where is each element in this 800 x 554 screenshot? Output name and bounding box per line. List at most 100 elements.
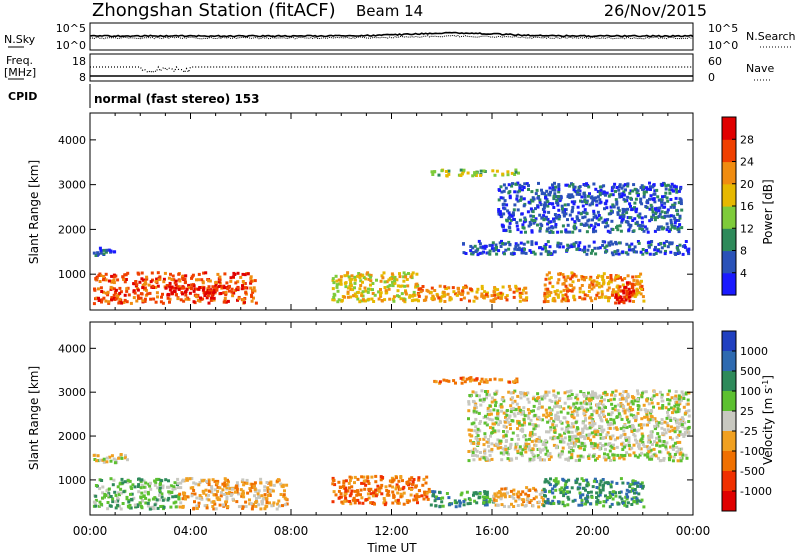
cell-7-232 (617, 288, 621, 292)
cell-6-132 (626, 501, 630, 505)
cell-7-136 (471, 451, 475, 454)
cell-7-95 (668, 429, 672, 433)
cell-7-264 (557, 278, 561, 282)
cell-3-103 (337, 480, 341, 484)
cell-3-228 (388, 484, 392, 488)
cell-7-1397 (620, 394, 624, 397)
cell-8-39 (467, 376, 471, 380)
cell-5-11 (512, 492, 516, 496)
cell-0-366 (184, 274, 188, 278)
cell-3-53 (408, 294, 412, 298)
cell-1-300 (259, 507, 263, 511)
cell-7-676 (594, 432, 598, 436)
cell-1-197 (205, 493, 208, 497)
cell-7-514 (496, 409, 500, 413)
cell-3-81 (390, 476, 394, 480)
cell-6-179 (639, 485, 643, 488)
cell-7-1124 (674, 403, 678, 407)
cell-6-547 (536, 205, 540, 209)
cell-5-42 (494, 243, 498, 247)
cell-6-477 (638, 212, 642, 216)
cell-0-220 (98, 487, 102, 491)
cell-4-35 (463, 498, 467, 502)
cell-0-116 (112, 478, 116, 482)
cell-3-183 (371, 288, 374, 292)
cell-3-44 (358, 276, 362, 280)
cell-5-71 (520, 503, 524, 507)
cell-6-235 (547, 210, 551, 214)
cell-6-622 (664, 211, 667, 215)
cell-6-91 (658, 212, 662, 216)
cell-3-115 (367, 297, 371, 301)
cell-6-331 (553, 188, 557, 192)
cell-0-458 (239, 275, 243, 279)
cell-7-257 (490, 396, 494, 400)
cell-4-130 (417, 294, 421, 298)
cell-5-37 (506, 491, 509, 495)
cell-6-632 (580, 200, 584, 204)
cell-4-144 (496, 293, 500, 297)
cell-1-84 (203, 504, 207, 508)
cell-0-291 (249, 276, 253, 280)
cell-0-432 (181, 292, 184, 296)
cell-3-138 (374, 474, 378, 478)
cell-6-761 (548, 230, 552, 234)
cell-7-1149 (593, 444, 597, 447)
cell-7-1327 (493, 429, 497, 433)
cell-4-70 (458, 501, 462, 505)
cell-7-1382 (644, 410, 648, 414)
cell-7-1132 (633, 415, 637, 419)
cell-3-102 (390, 272, 394, 276)
cell-0-121 (116, 295, 120, 299)
cell-9-0 (614, 293, 618, 297)
cell-3-259 (405, 482, 409, 486)
cell-6-165 (566, 495, 570, 499)
cell-7-1040 (478, 394, 481, 398)
cell-0-242 (174, 500, 178, 504)
cell-0-323 (230, 287, 234, 291)
cell-1-95 (241, 489, 245, 493)
cell-7-1423 (653, 424, 657, 428)
nsky-tick-bottom: 10^0 (56, 39, 86, 52)
cell-7-846 (502, 430, 505, 433)
cell-7-1204 (538, 456, 542, 459)
cell-5-237 (586, 248, 590, 252)
cell-3-131 (395, 476, 398, 480)
cell-7-184 (588, 416, 592, 420)
cell-7-59 (553, 405, 556, 409)
cell-7-1113 (545, 393, 549, 397)
cell-0-24 (116, 496, 119, 500)
cell-7-1309 (653, 440, 656, 444)
cell-7-193 (658, 406, 661, 410)
cell-7-756 (609, 435, 613, 439)
cell-7-389 (612, 421, 616, 425)
cell-6-231 (574, 481, 578, 485)
cell-6-180 (573, 200, 577, 204)
cell-7-19 (668, 398, 672, 402)
cell-5-265 (639, 250, 643, 254)
cell-0-274 (97, 273, 101, 277)
cell-0-102 (146, 490, 150, 494)
cell-1-279 (224, 478, 228, 482)
cell-8-0 (506, 173, 510, 177)
cell-0-87 (123, 298, 127, 302)
cell-6-567 (640, 220, 644, 224)
cell-7-1035 (650, 457, 654, 461)
cell-6-521 (629, 223, 633, 227)
cell-0-148 (153, 483, 157, 487)
cell-6-576 (642, 195, 646, 199)
cell-7-524 (504, 416, 507, 419)
cell-6-287 (629, 189, 633, 193)
cell-7-132 (671, 428, 675, 432)
cell-6-163 (666, 183, 670, 187)
cell-4-73 (484, 500, 488, 504)
cell-0-247 (139, 478, 143, 482)
cell-7-259 (616, 274, 620, 278)
cell-7-457 (660, 418, 664, 422)
cell-3-177 (390, 480, 394, 484)
cell-1-183 (197, 483, 201, 487)
cell-3-200 (344, 489, 348, 493)
cell-5-88 (526, 240, 530, 244)
cell-1-137 (215, 481, 219, 485)
colorbar-seg-2 (722, 228, 736, 252)
